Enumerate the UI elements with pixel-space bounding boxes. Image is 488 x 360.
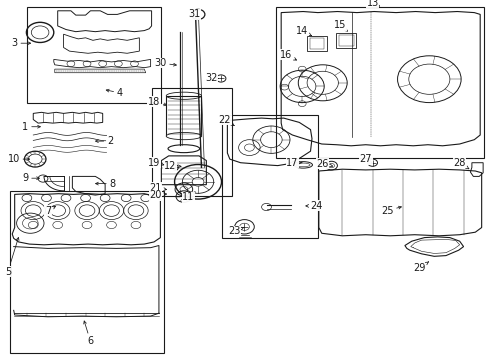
Text: 24: 24 <box>305 201 323 211</box>
Text: 13: 13 <box>366 0 379 8</box>
Text: 10: 10 <box>7 154 30 164</box>
Text: 19: 19 <box>147 158 163 168</box>
Text: 3: 3 <box>12 38 31 48</box>
Text: 18: 18 <box>147 96 166 107</box>
Text: 20: 20 <box>149 190 166 200</box>
Text: 25: 25 <box>380 206 401 216</box>
Bar <box>166 96 201 136</box>
Bar <box>27 7 161 103</box>
Text: 16: 16 <box>279 50 296 60</box>
Text: 17: 17 <box>285 158 301 168</box>
Bar <box>222 115 317 238</box>
Text: 27: 27 <box>359 154 372 164</box>
Text: 32: 32 <box>204 73 218 84</box>
Text: 6: 6 <box>83 321 93 346</box>
Bar <box>306 36 326 51</box>
Text: 12: 12 <box>163 161 181 171</box>
Bar <box>151 88 232 196</box>
Bar <box>336 33 355 48</box>
Bar <box>338 35 353 46</box>
Text: 30: 30 <box>154 58 176 68</box>
Bar <box>10 191 163 353</box>
Text: 31: 31 <box>188 9 201 19</box>
Text: 29: 29 <box>412 262 427 273</box>
Text: 8: 8 <box>95 179 115 189</box>
Bar <box>309 38 324 49</box>
Text: 1: 1 <box>22 122 41 132</box>
Text: 22: 22 <box>218 114 234 126</box>
Bar <box>276 7 483 158</box>
Text: 15: 15 <box>333 20 347 31</box>
Text: 23: 23 <box>228 226 244 236</box>
Text: 4: 4 <box>106 88 122 98</box>
Ellipse shape <box>166 132 201 140</box>
Text: 14: 14 <box>295 26 311 36</box>
Text: 21: 21 <box>149 183 166 193</box>
Text: 2: 2 <box>95 136 113 146</box>
Text: 9: 9 <box>22 173 40 183</box>
Text: 26: 26 <box>316 159 332 169</box>
Text: 7: 7 <box>45 206 55 216</box>
Text: 28: 28 <box>452 158 468 169</box>
Text: 5: 5 <box>5 238 19 277</box>
Text: 11: 11 <box>182 192 195 202</box>
